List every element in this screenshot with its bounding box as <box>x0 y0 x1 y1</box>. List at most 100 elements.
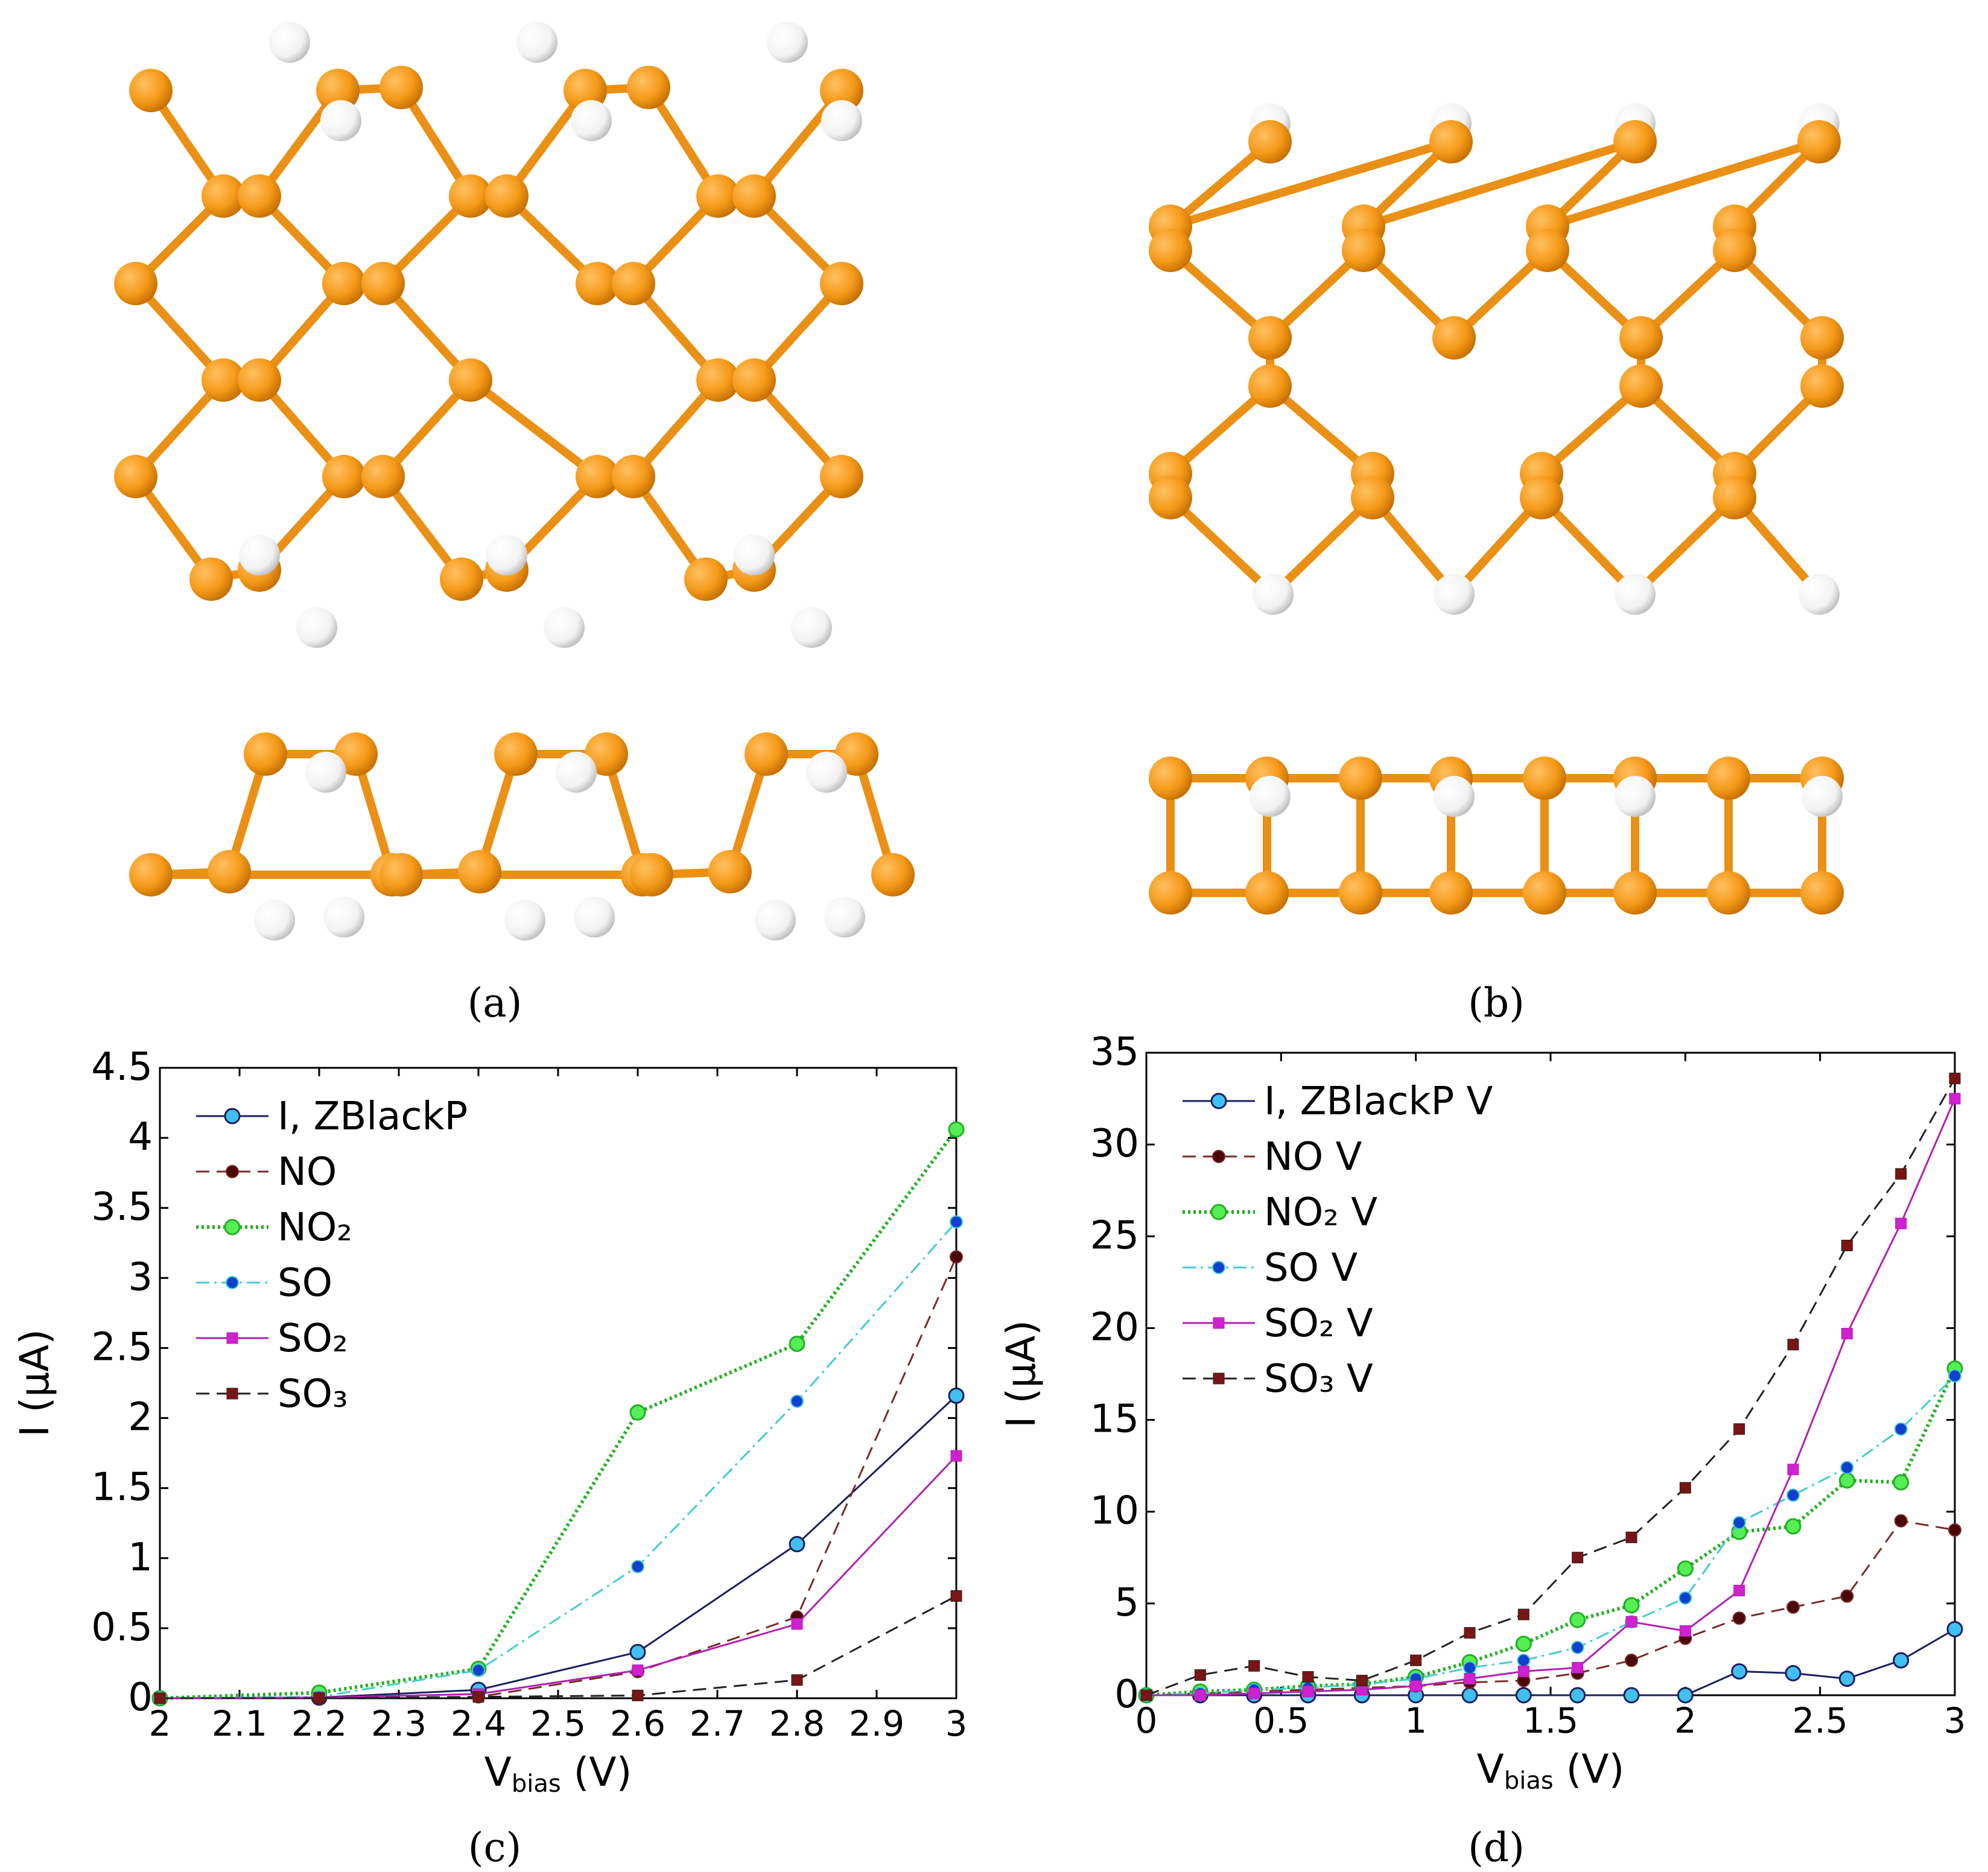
data-point <box>1463 1661 1476 1675</box>
phosphorus-atom <box>189 557 233 601</box>
x-tick-label: 2 <box>1674 1700 1697 1741</box>
phosphorus-atom <box>322 455 366 498</box>
y-tick-label: 25 <box>1090 1213 1139 1258</box>
y-tick-label: 3.5 <box>91 1185 153 1229</box>
y-tick-label: 2.5 <box>91 1325 153 1369</box>
data-point <box>313 1692 325 1704</box>
phosphorus-atom <box>1526 229 1569 272</box>
hydrogen-atom <box>504 900 545 941</box>
data-point <box>1840 1461 1854 1474</box>
phosphorus-atom <box>612 455 655 498</box>
hydrogen-atom <box>821 100 862 141</box>
hydrogen-atom <box>556 752 597 793</box>
data-point <box>950 1215 963 1229</box>
series-5 <box>1140 1073 1961 1701</box>
phosphorus-atom <box>316 69 360 112</box>
series-line <box>1146 1628 1955 1696</box>
data-point <box>1515 1687 1532 1704</box>
data-point <box>1893 1474 1910 1491</box>
phosphorus-atom <box>1245 871 1289 915</box>
x-tick-label: 2.2 <box>291 1703 347 1744</box>
data-point <box>1679 1625 1691 1637</box>
data-point <box>1248 1660 1260 1672</box>
data-point <box>1572 1552 1584 1564</box>
data-point <box>1410 1680 1422 1692</box>
phosphorus-atom <box>1248 120 1292 163</box>
data-point <box>1787 1339 1799 1351</box>
data-point <box>1302 1686 1314 1698</box>
phosphorus-atom <box>379 853 423 896</box>
data-point <box>1679 1482 1691 1494</box>
data-point <box>1194 1669 1206 1681</box>
hydrogen-atom <box>254 900 295 941</box>
y-tick-label: 4 <box>128 1115 153 1160</box>
data-point <box>629 1404 646 1421</box>
series-5 <box>154 1590 962 1704</box>
hydrogen-atom <box>791 607 832 648</box>
molecule-a-top-view <box>114 22 863 648</box>
caption-d: (d) <box>1468 1824 1525 1871</box>
phosphorus-atom <box>1342 229 1385 272</box>
phosphorus-atom <box>1797 120 1841 163</box>
data-point <box>1625 1616 1637 1628</box>
phosphorus-atom <box>1800 871 1844 915</box>
data-point <box>1213 1317 1225 1329</box>
bond <box>1166 382 1274 478</box>
phosphorus-atom <box>494 732 538 776</box>
hydrogen-atom <box>755 900 796 941</box>
phosphorus-atom <box>361 455 405 498</box>
data-point <box>1732 1611 1746 1625</box>
phosphorus-atom <box>696 358 740 402</box>
phosphorus-atom <box>449 174 492 218</box>
chart-c: 2 2.1 2.2 2.3 2.4 2.5 2.6 2.7 2.8 2.9 3 0 0.5 1 1.5 2 2.… <box>11 1045 967 1798</box>
data-point <box>1356 1675 1368 1687</box>
phosphorus-atom <box>627 66 670 109</box>
x-axis-label: Vbias (V) <box>484 1749 632 1798</box>
y-tick-label: 20 <box>1090 1305 1139 1350</box>
data-point <box>1841 1328 1853 1340</box>
x-tick-label: 2.5 <box>1793 1700 1848 1741</box>
data-point <box>1838 1472 1855 1489</box>
x-tick-label: 2.6 <box>610 1703 665 1744</box>
phosphorus-atom <box>1429 871 1473 915</box>
x-tick-label: 2.5 <box>530 1703 586 1744</box>
series-1 <box>1140 1514 1961 1702</box>
data-point <box>1212 1150 1225 1163</box>
data-point <box>1623 1597 1640 1614</box>
series-line <box>160 1595 957 1699</box>
data-point <box>1949 1093 1961 1105</box>
data-point <box>1210 1093 1227 1109</box>
data-point <box>1517 1665 1529 1677</box>
y-tick-label: 1.5 <box>91 1465 153 1510</box>
data-point <box>1572 1661 1584 1674</box>
molecule-b-top-view <box>1149 103 1844 615</box>
phosphorus-atom <box>238 174 281 218</box>
series-4 <box>154 1450 962 1704</box>
data-point <box>1625 1654 1638 1667</box>
hydrogen-atom <box>486 535 527 576</box>
data-point <box>1517 1608 1529 1620</box>
phosphorus-atom <box>576 455 619 498</box>
phosphorus-atom <box>1613 120 1657 163</box>
data-point <box>1569 1611 1586 1628</box>
phosphorus-atom <box>684 557 728 601</box>
bond <box>466 376 602 481</box>
data-point <box>950 1250 963 1264</box>
series-line <box>1146 1520 1955 1696</box>
phosphorus-atom <box>361 262 405 305</box>
hydrogen-atom <box>1434 776 1475 817</box>
data-point <box>789 1536 805 1553</box>
bond <box>1166 138 1455 230</box>
data-point <box>948 1387 965 1404</box>
phosphorus-atom <box>820 69 863 112</box>
hydrogen-atom <box>571 100 612 141</box>
data-point <box>1677 1687 1694 1704</box>
data-point <box>791 1674 803 1686</box>
x-tick-label: 2.4 <box>451 1703 506 1744</box>
phosphorus-atom <box>114 455 157 498</box>
phosphorus-atom <box>732 358 776 402</box>
data-point <box>1895 1168 1907 1180</box>
bond <box>1359 138 1639 230</box>
